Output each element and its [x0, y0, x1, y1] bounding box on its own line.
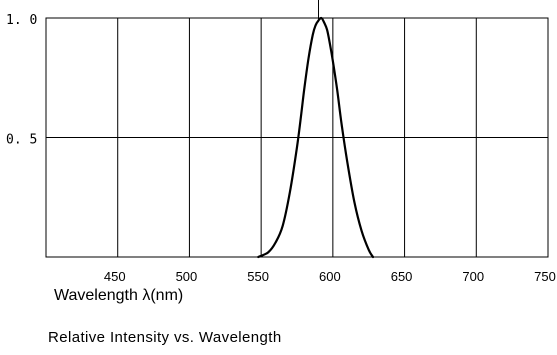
chart-caption: Relative Intensity vs. Wavelength [48, 329, 282, 346]
x-tick-label: 450 [104, 269, 126, 284]
y-tick-label: 1. 0 [6, 13, 37, 28]
series-line [257, 16, 375, 259]
chart: 450 500 550 600 650 700 750 0. 5 1. 0 [6, 0, 556, 284]
x-tick-label: 550 [247, 269, 269, 284]
x-tick-label: 500 [176, 269, 198, 284]
x-tick-label: 600 [319, 269, 341, 284]
x-tick-label: 700 [462, 269, 484, 284]
x-tick-label: 650 [391, 269, 413, 284]
x-axis-ticks: 450 500 550 600 650 700 750 [104, 269, 556, 284]
y-tick-label: 0. 5 [6, 133, 37, 148]
y-axis-ticks: 0. 5 1. 0 [6, 13, 37, 148]
x-tick-label: 750 [534, 269, 556, 284]
x-axis-title: Wavelength λ(nm) [54, 287, 184, 304]
grid [45, 17, 549, 258]
